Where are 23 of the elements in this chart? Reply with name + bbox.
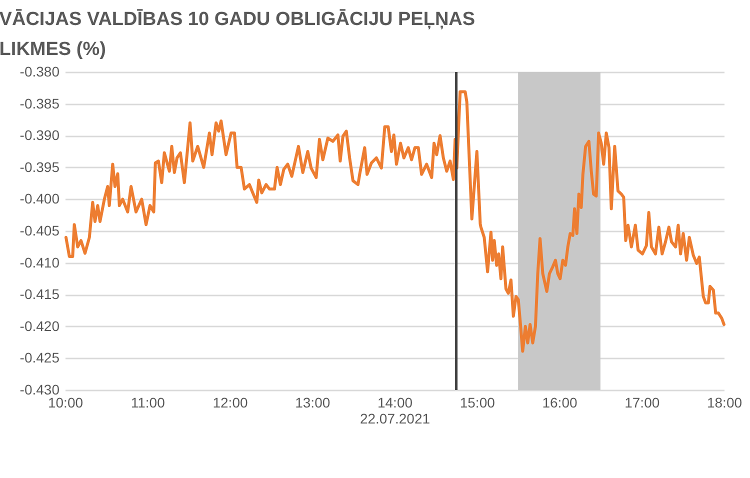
y-tick-label: -0.415 <box>20 286 60 302</box>
x-axis-title: 22.07.2021 <box>360 410 430 426</box>
y-tick-label: -0.425 <box>20 350 60 366</box>
x-tick-label: 10:00 <box>48 394 84 410</box>
y-tick-label: -0.390 <box>20 127 60 144</box>
x-tick-label: 14:00 <box>377 394 413 410</box>
x-tick-label: 16:00 <box>542 394 578 410</box>
x-tick-label: 15:00 <box>460 394 496 410</box>
y-tick-label: -0.430 <box>20 382 60 398</box>
y-tick-label: -0.420 <box>20 318 60 334</box>
y-tick-label: -0.380 <box>20 64 60 80</box>
line-series <box>64 90 726 353</box>
x-tick-label: 12:00 <box>212 394 248 410</box>
x-tick-label: 13:00 <box>295 394 330 410</box>
y-tick-label: -0.395 <box>20 158 60 175</box>
y-tick-label: -0.405 <box>20 222 60 238</box>
y-tick-label: -0.385 <box>20 95 60 112</box>
x-tick-label: 17:00 <box>624 394 660 410</box>
text: LIKMES (%) <box>0 39 106 60</box>
y-tick-label: -0.410 <box>20 254 60 270</box>
x-tick-label: 18:00 <box>706 394 742 410</box>
x-tick-label: 11:00 <box>130 394 166 410</box>
y-tick-label: -0.400 <box>20 190 60 207</box>
